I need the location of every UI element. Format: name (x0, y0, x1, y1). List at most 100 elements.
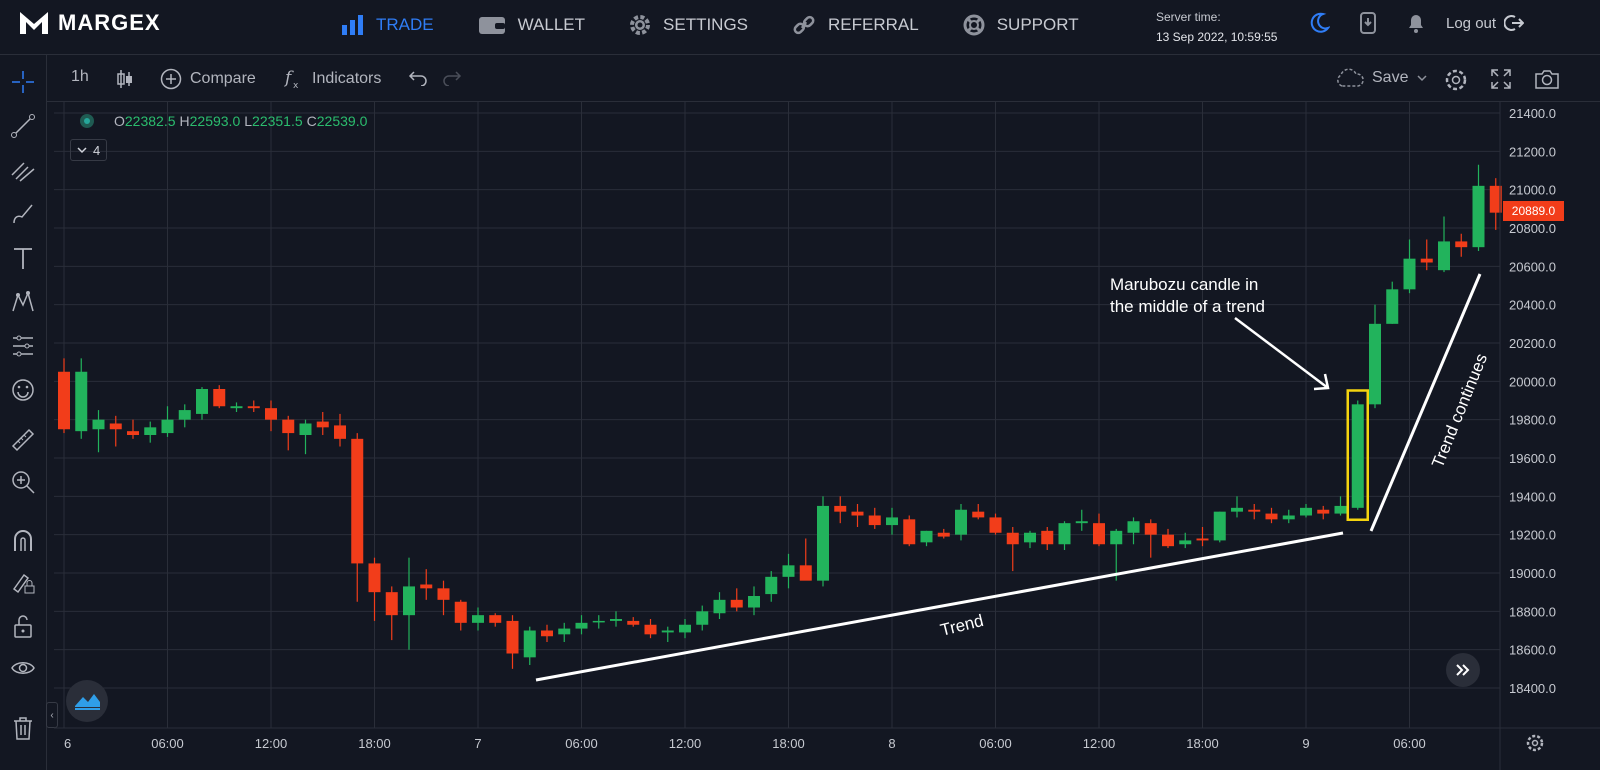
trash-icon[interactable] (10, 715, 36, 741)
top-icons (1310, 12, 1426, 34)
logout-label: Log out (1446, 14, 1497, 32)
candle (299, 419, 312, 455)
candle (1162, 528, 1174, 549)
marubozu-label-line-2: the middle of a trend (1110, 297, 1265, 316)
smiley-icon[interactable] (10, 377, 36, 403)
candle-body (1058, 523, 1071, 545)
candle-body (368, 563, 381, 593)
candle-body (627, 620, 640, 625)
axis-settings-gear-icon[interactable] (1525, 733, 1545, 753)
last-price-tag: 20889.0 (1503, 200, 1564, 221)
price-tick-label: 20200.0 (1509, 336, 1556, 351)
candle (58, 358, 70, 434)
interval-button[interactable]: 1h (71, 68, 89, 86)
logout-button[interactable]: Log out (1446, 14, 1525, 32)
candle-body (1093, 523, 1105, 545)
zoom-in-icon[interactable] (10, 469, 36, 495)
time-tick-label: 12:00 (1083, 736, 1116, 751)
candle (1248, 504, 1261, 520)
candle (1058, 521, 1071, 550)
magnet-icon[interactable] (10, 527, 36, 553)
candle-body (144, 427, 157, 435)
redo-button[interactable] (442, 68, 462, 86)
candle-body (299, 423, 312, 435)
price-tick-label: 18400.0 (1509, 681, 1556, 696)
nav-trade[interactable]: TRADE (340, 14, 434, 36)
trend-line-icon[interactable] (10, 113, 36, 139)
candle-body (661, 630, 674, 633)
time-tick-label: 6 (64, 736, 71, 751)
candle (282, 415, 295, 451)
mobile-download-icon[interactable] (1358, 12, 1378, 34)
compare-button[interactable]: Compare (160, 68, 256, 90)
tradingview-logo[interactable] (66, 680, 108, 722)
candle-body (523, 630, 536, 658)
candle-body (696, 611, 709, 625)
candle (955, 504, 967, 541)
candle-body (1162, 534, 1174, 547)
candle-body (385, 592, 398, 616)
moon-icon[interactable] (1310, 12, 1330, 34)
legend-collapse-button[interactable]: 4 (70, 139, 108, 161)
pattern-icon[interactable] (10, 289, 36, 315)
series-status-dot[interactable] (80, 114, 94, 128)
server-time-value: 13 Sep 2022, 10:59:55 (1156, 30, 1278, 44)
candle-body (1231, 507, 1243, 512)
fib-tools-icon[interactable] (10, 157, 36, 183)
crosshair-icon[interactable] (10, 69, 36, 95)
fullscreen-button[interactable] (1490, 68, 1512, 90)
candle (403, 557, 415, 650)
annotation-arrowhead (1313, 373, 1330, 391)
text-tool-icon[interactable] (10, 245, 36, 271)
bell-icon[interactable] (1406, 12, 1426, 34)
screenshot-button[interactable] (1534, 68, 1560, 90)
scroll-to-realtime-button[interactable] (1446, 653, 1480, 687)
candle (265, 400, 277, 432)
chart-settings-button[interactable] (1444, 68, 1468, 92)
eye-icon[interactable] (10, 655, 36, 681)
prediction-icon[interactable] (10, 333, 36, 359)
candle (1231, 496, 1243, 518)
candle-body (592, 620, 605, 623)
redo-icon (443, 71, 462, 86)
candle-body (937, 532, 950, 537)
nav-referral[interactable]: REFERRAL (792, 14, 919, 36)
chart-type-button[interactable] (116, 68, 134, 90)
margex-logo[interactable]: MARGEX (18, 10, 161, 36)
brush-icon[interactable] (10, 201, 36, 227)
candle (730, 588, 743, 612)
cloud-icon (1337, 68, 1364, 87)
price-tick-label: 19400.0 (1509, 489, 1556, 504)
candle-body (1403, 258, 1416, 290)
ruler-icon[interactable] (10, 427, 36, 453)
time-tick-label: 06:00 (979, 736, 1012, 751)
save-button[interactable]: Save (1334, 68, 1428, 88)
candle-body (230, 406, 243, 409)
lifebuoy-icon (963, 14, 985, 36)
nav-wallet[interactable]: WALLET (478, 14, 585, 36)
price-tick-label: 19800.0 (1509, 413, 1556, 428)
main-nav: TRADE WALLET SETTINGS REFERRAL SUPPORT (340, 14, 1079, 36)
open-key: O (114, 113, 125, 129)
nav-settings[interactable]: SETTINGS (629, 14, 748, 36)
nav-support[interactable]: SUPPORT (963, 14, 1079, 36)
candle (368, 557, 381, 621)
candle (1144, 519, 1157, 558)
candle (247, 400, 260, 412)
candle-body (247, 406, 260, 409)
candle-body (75, 371, 88, 432)
candle-body (265, 408, 277, 420)
price-chart[interactable]: 21400.0 21200.0 21000.0 20800.0 20600.0 20400… (54, 102, 1600, 770)
collapse-sidebar-button[interactable]: ‹ (46, 702, 58, 728)
unlock-icon[interactable] (10, 613, 36, 639)
candle-body (541, 630, 553, 637)
svg-text:x: x (293, 81, 299, 90)
candle-body (1438, 241, 1450, 271)
lock-drawing-icon[interactable] (10, 569, 36, 595)
candles-icon (117, 70, 132, 88)
annotation-layer: Marubozu candle in the middle of a trend… (535, 273, 1491, 682)
candle-body (748, 596, 760, 608)
drawing-tools-sidebar (0, 55, 47, 770)
undo-button[interactable] (408, 68, 428, 86)
